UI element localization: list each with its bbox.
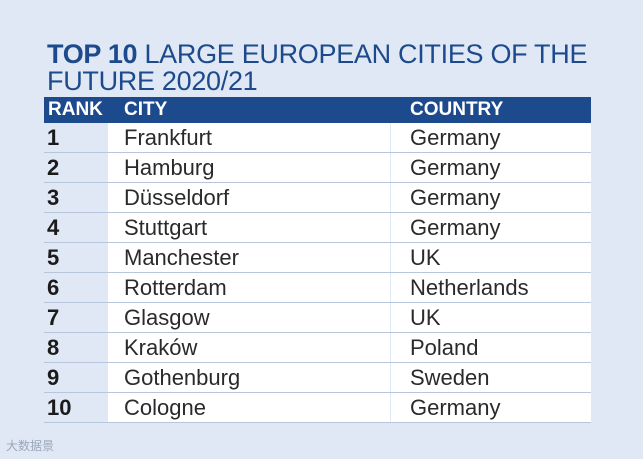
- city-cell: [108, 273, 390, 302]
- city-value: Hamburg: [124, 155, 215, 180]
- table-body: 1 Frankfurt Germany 2 Hamburg Germany 3 Düsseld…: [44, 123, 591, 423]
- table-row: 2 Hamburg Germany: [44, 153, 591, 183]
- city-cell: [108, 363, 390, 392]
- country-value: UK: [410, 305, 441, 330]
- rank-cell: [44, 213, 108, 242]
- header-rank: RANK: [48, 99, 103, 120]
- rank-cell: [44, 243, 108, 272]
- city-value: Cologne: [124, 395, 206, 420]
- rank-cell: [44, 303, 108, 332]
- title-rest-part: LARGE EUROPEAN CITIES OF THE FUTURE 2020…: [47, 39, 588, 96]
- table-row: 9 Gothenburg Sweden: [44, 363, 591, 393]
- table-row: 6 Rotterdam Netherlands: [44, 273, 591, 303]
- header-city: CITY: [124, 99, 168, 120]
- ranking-table: RANK CITY COUNTRY 1 Frankfurt Germany 2 Hamb…: [44, 97, 591, 423]
- country-cell: [391, 303, 591, 332]
- country-value: Germany: [410, 185, 501, 210]
- country-cell: [391, 393, 591, 422]
- page-title: TOP 10 LARGE EUROPEAN CITIES OF THE FUTU…: [47, 41, 607, 95]
- rank-cell: [44, 123, 108, 152]
- city-value: Kraków: [124, 335, 198, 360]
- title-bold-part: TOP 10: [47, 39, 138, 69]
- table-row: 4 Stuttgart Germany: [44, 213, 591, 243]
- rank-cell: [44, 393, 108, 422]
- city-value: Manchester: [124, 245, 239, 270]
- city-cell: [108, 243, 390, 272]
- rank-cell: [44, 183, 108, 212]
- table-header: RANK CITY COUNTRY: [44, 97, 591, 123]
- rank-value: 1: [47, 125, 60, 150]
- table-row: 1 Frankfurt Germany: [44, 123, 591, 153]
- table-row: 7 Glasgow UK: [44, 303, 591, 333]
- header-country: COUNTRY: [410, 99, 504, 120]
- city-cell: [108, 123, 390, 152]
- rank-value: 5: [47, 245, 60, 270]
- city-value: Düsseldorf: [124, 185, 230, 210]
- rank-value: 2: [47, 155, 60, 180]
- city-value: Frankfurt: [124, 125, 213, 150]
- city-cell: [108, 303, 390, 332]
- city-cell: [108, 213, 390, 242]
- rank-cell: [44, 363, 108, 392]
- country-value: Germany: [410, 125, 501, 150]
- country-cell: [391, 363, 591, 392]
- rank-value: 7: [47, 305, 60, 330]
- rank-value: 9: [47, 365, 60, 390]
- rank-cell: [44, 333, 108, 362]
- city-value: Stuttgart: [124, 215, 208, 240]
- country-value: Poland: [410, 335, 479, 360]
- city-value: Glasgow: [124, 305, 210, 330]
- rank-cell: [44, 153, 108, 182]
- city-cell: [108, 153, 390, 182]
- rank-value: 8: [47, 335, 60, 360]
- country-value: Sweden: [410, 365, 490, 390]
- country-cell: [391, 243, 591, 272]
- table-row: 8 Kraków Poland: [44, 333, 591, 363]
- city-value: Rotterdam: [124, 275, 227, 300]
- country-value: UK: [410, 245, 441, 270]
- country-cell: [391, 153, 591, 182]
- rank-cell: [44, 273, 108, 302]
- table-row: 3 Düsseldorf Germany: [44, 183, 591, 213]
- rank-value: 6: [47, 275, 60, 300]
- country-value: Netherlands: [410, 275, 529, 300]
- city-cell: [108, 333, 390, 362]
- table-row: 10 Cologne Germany: [44, 393, 591, 423]
- country-cell: [391, 123, 591, 152]
- country-cell: [391, 183, 591, 212]
- city-cell: [108, 393, 390, 422]
- watermark-text: 大数据景: [6, 439, 55, 453]
- rank-value: 10: [47, 395, 72, 420]
- country-value: Germany: [410, 155, 501, 180]
- country-value: Germany: [410, 215, 501, 240]
- country-cell: [391, 273, 591, 302]
- city-cell: [108, 183, 390, 212]
- country-cell: [391, 213, 591, 242]
- city-value: Gothenburg: [124, 365, 241, 390]
- country-cell: [391, 333, 591, 362]
- table-row: 5 Manchester UK: [44, 243, 591, 273]
- rank-value: 3: [47, 185, 60, 210]
- rank-value: 4: [47, 215, 60, 240]
- country-value: Germany: [410, 395, 501, 420]
